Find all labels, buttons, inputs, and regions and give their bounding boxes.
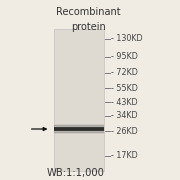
Bar [54, 132, 104, 134]
Text: - 55KD: - 55KD [111, 84, 138, 93]
Bar [54, 127, 104, 131]
Text: - 43KD: - 43KD [111, 98, 137, 107]
Text: Recombinant: Recombinant [56, 7, 121, 17]
Text: WB:1:1,000: WB:1:1,000 [47, 168, 105, 178]
Bar [54, 29, 104, 171]
Text: - 72KD: - 72KD [111, 68, 138, 77]
Text: - 17KD: - 17KD [111, 151, 138, 160]
Bar [54, 130, 104, 132]
Text: - 130KD: - 130KD [111, 34, 142, 43]
Text: - 95KD: - 95KD [111, 52, 138, 61]
Text: - 34KD: - 34KD [111, 111, 137, 120]
Bar [54, 124, 104, 126]
Bar [54, 125, 104, 128]
Text: protein: protein [71, 22, 106, 32]
Text: - 26KD: - 26KD [111, 127, 138, 136]
